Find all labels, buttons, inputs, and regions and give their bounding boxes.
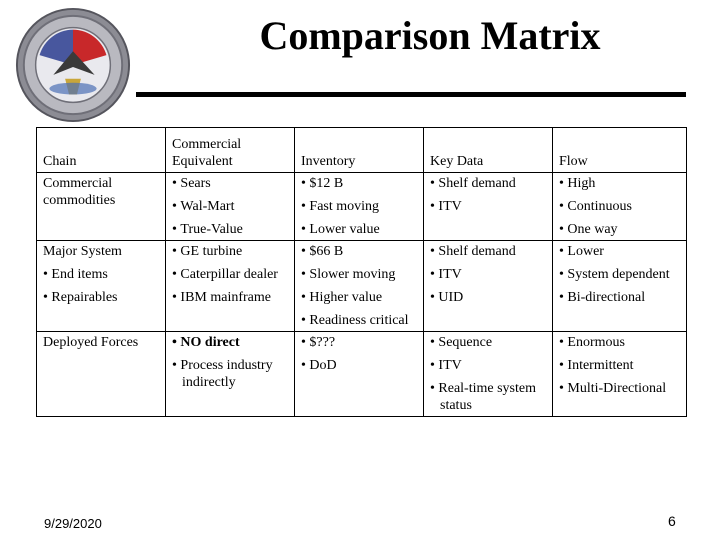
cell-bullet: Continuous [559, 198, 681, 215]
column-header-text: Flow [559, 154, 588, 169]
cell-bullet: System dependent [559, 266, 681, 283]
cell-bullet: Enormous [559, 334, 681, 351]
column-header-text: Inventory [301, 154, 356, 169]
cell-bullet: Higher value [301, 289, 418, 306]
matrix-cell: $??? DoD [294, 331, 424, 417]
column-header: Chain [36, 127, 166, 173]
cell-bullet: UID [430, 289, 547, 306]
chain-title: Commercial commodities [43, 176, 116, 208]
cell-bullet: Lower [559, 243, 681, 260]
cell-bullet: NO direct [172, 334, 289, 351]
column-header: Commercial Equivalent [165, 127, 295, 173]
cell-bullet: Wal-Mart [172, 198, 289, 215]
column-header-text: Equivalent [172, 154, 233, 169]
matrix-cell: GE turbine Caterpillar dealer IBM mainfram… [165, 240, 295, 332]
emblem-seal-icon [15, 7, 131, 123]
cell-bullet: Bi-directional [559, 289, 681, 306]
cell-bullet: Readiness critical [301, 312, 418, 329]
cell-bullet: $12 B [301, 175, 418, 192]
table-row: Major System End items Repairables GE turbi… [36, 240, 687, 332]
matrix-cell: Lower System dependent Bi-directional [552, 240, 687, 332]
cell-bullet: IBM mainframe [172, 289, 289, 306]
cell-bullet: Intermittent [559, 357, 681, 374]
matrix-cell: Shelf demand ITV [423, 172, 553, 241]
cell-bullet: Shelf demand [430, 243, 547, 260]
cell-bullet: $??? [301, 334, 418, 351]
matrix-cell: Sears Wal-Mart True-Value [165, 172, 295, 241]
cell-bullet: Real-time system status [430, 380, 547, 414]
cell-bullet: ITV [430, 357, 547, 374]
cell-bullet: ITV [430, 266, 547, 283]
cell-bullet: ITV [430, 198, 547, 215]
comparison-table: Chain Commercial Equivalent Inventory Key Da… [36, 127, 687, 417]
matrix-cell: $12 B Fast moving Lower value [294, 172, 424, 241]
page-title: Comparison Matrix [259, 13, 601, 58]
table-row: Commercial commodities Sears Wal-Mart True-… [36, 172, 687, 241]
cell-bullet: True-Value [172, 221, 289, 238]
title-divider [136, 92, 686, 97]
column-header-text: Chain [43, 154, 77, 169]
cell-bullet: Fast moving [301, 198, 418, 215]
matrix-cell: Shelf demand ITV UID [423, 240, 553, 332]
chain-title: Major System [43, 244, 122, 259]
column-header-text: Key Data [430, 154, 484, 169]
matrix-cell: High Continuous One way [552, 172, 687, 241]
page-number: 6 [668, 513, 676, 529]
column-header: Inventory [294, 127, 424, 173]
footer-date: 9/29/2020 [44, 516, 102, 531]
matrix-cell: $66 B Slower moving Higher value Readiness … [294, 240, 424, 332]
column-header: Key Data [423, 127, 553, 173]
cell-bullet: Lower value [301, 221, 418, 238]
matrix-cell: NO direct Process industry indirectly [165, 331, 295, 417]
matrix-cell: Sequence ITV Real-time system status [423, 331, 553, 417]
matrix-cell: Enormous Intermittent Multi-Directional [552, 331, 687, 417]
chain-cell: Major System End items Repairables [36, 240, 166, 332]
cell-bullet: GE turbine [172, 243, 289, 260]
column-header-text: Commercial [172, 137, 242, 152]
cell-bullet: $66 B [301, 243, 418, 260]
chain-bullet: Repairables [43, 289, 160, 306]
chain-bullet: End items [43, 266, 160, 283]
cell-bullet: Sears [172, 175, 289, 192]
cell-bullet: One way [559, 221, 681, 238]
cell-bullet: Caterpillar dealer [172, 266, 289, 283]
chain-cell: Deployed Forces [36, 331, 166, 417]
cell-bullet: Slower moving [301, 266, 418, 283]
cell-bullet: Multi-Directional [559, 380, 681, 397]
cell-bullet: Sequence [430, 334, 547, 351]
chain-cell: Commercial commodities [36, 172, 166, 241]
cell-bullet: DoD [301, 357, 418, 374]
chain-title: Deployed Forces [43, 335, 139, 350]
table-header-row: Chain Commercial Equivalent Inventory Key Da… [36, 127, 687, 173]
table-row: Deployed Forces NO direct Process industry… [36, 331, 687, 417]
cell-bullet: Shelf demand [430, 175, 547, 192]
cell-bullet: Process industry indirectly [172, 357, 289, 391]
cell-bullet: High [559, 175, 681, 192]
column-header: Flow [552, 127, 687, 173]
